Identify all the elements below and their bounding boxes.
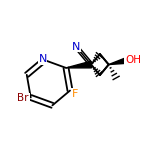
Polygon shape <box>109 57 128 65</box>
Text: N: N <box>38 54 47 64</box>
Text: OH: OH <box>125 55 141 65</box>
Text: Br: Br <box>17 93 29 103</box>
Polygon shape <box>66 61 92 68</box>
Text: F: F <box>72 89 78 99</box>
Text: N: N <box>72 42 81 52</box>
